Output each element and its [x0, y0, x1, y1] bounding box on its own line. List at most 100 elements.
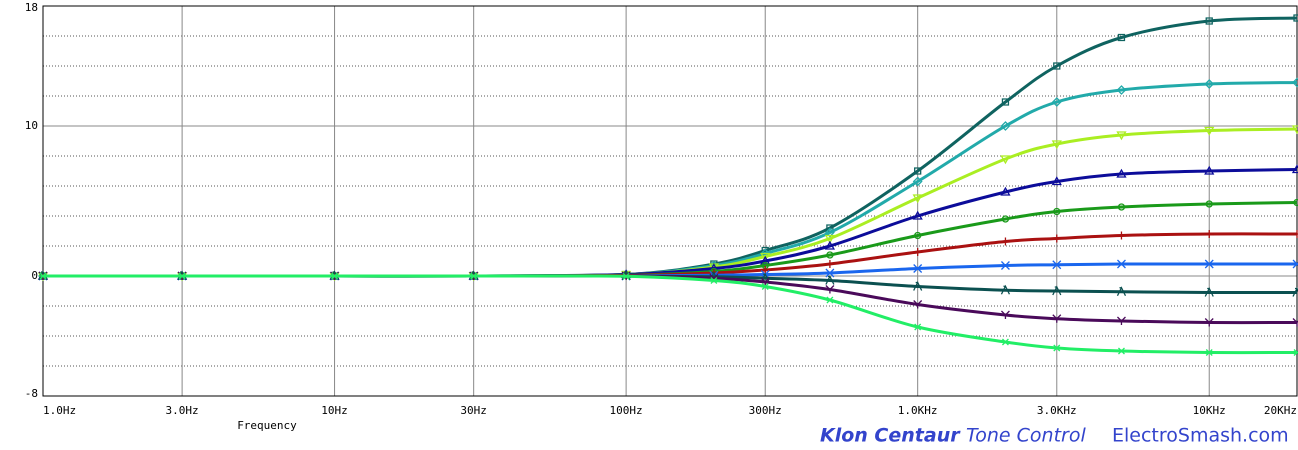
point-marker [912, 176, 923, 187]
point-marker [178, 272, 187, 280]
point-marker [1292, 77, 1298, 88]
point-marker [1292, 287, 1298, 297]
point-marker [1117, 33, 1126, 42]
point-marker [1117, 203, 1126, 211]
point-marker [39, 272, 47, 280]
point-marker [824, 227, 835, 238]
point-marker [1052, 260, 1062, 270]
x-tick-label: 1.0Hz [43, 404, 76, 417]
point-marker [1051, 140, 1062, 150]
point-marker [913, 281, 923, 291]
x-tick-label: 3.0KHz [1037, 404, 1077, 417]
point-marker [1000, 284, 1011, 295]
point-marker [761, 283, 770, 290]
point-marker [709, 277, 718, 284]
x-tick-label: 20KHz [1264, 404, 1297, 417]
point-marker [824, 240, 836, 250]
point-marker [1051, 97, 1062, 107]
point-marker [1205, 17, 1213, 25]
point-marker [1053, 207, 1061, 216]
point-marker [1204, 79, 1215, 89]
point-marker [1293, 349, 1298, 356]
point-marker [1000, 155, 1011, 165]
point-marker [1293, 230, 1298, 238]
point-marker [1205, 200, 1213, 208]
point-marker [1204, 165, 1215, 175]
y-tick-label: 18 [25, 1, 38, 14]
point-marker [1052, 285, 1062, 296]
point-marker [622, 272, 631, 280]
point-marker [1204, 126, 1215, 136]
x-tick-label: 10Hz [321, 404, 348, 417]
point-marker [1117, 231, 1126, 240]
y-tick-label: 0 [31, 269, 38, 282]
point-marker [1001, 237, 1010, 246]
point-marker [825, 268, 835, 278]
point-marker [761, 266, 770, 274]
point-marker [1117, 316, 1126, 325]
point-marker [1204, 287, 1214, 297]
point-marker [1001, 215, 1010, 223]
point-marker [913, 300, 923, 309]
point-marker [1000, 121, 1011, 131]
point-marker [469, 272, 478, 280]
point-marker [1000, 261, 1010, 270]
x-tick-label: 10KHz [1193, 404, 1226, 417]
x-tick-label: 1.0KHz [898, 404, 938, 417]
point-marker [1000, 186, 1011, 196]
point-marker [1001, 338, 1010, 346]
plot-frame [42, 5, 1298, 397]
point-marker [760, 252, 771, 262]
point-marker [913, 248, 922, 256]
point-marker [1001, 98, 1010, 106]
point-marker [1117, 347, 1126, 355]
point-marker [914, 167, 922, 175]
point-marker [1116, 131, 1127, 141]
y-tick-label: 10 [25, 119, 38, 132]
annotation: Klon Centaur [820, 425, 961, 447]
point-marker [825, 296, 834, 304]
point-marker [913, 323, 922, 331]
point-marker [1052, 234, 1061, 243]
point-marker [1052, 344, 1061, 352]
point-marker [1291, 125, 1298, 135]
point-marker [912, 210, 923, 220]
point-marker [1116, 85, 1127, 95]
point-marker [1205, 349, 1214, 356]
x-tick-label: 30Hz [460, 404, 487, 417]
x-axis-label: Frequency [237, 419, 297, 432]
x-tick-label: 300Hz [749, 404, 782, 417]
point-marker [1205, 230, 1214, 238]
point-marker [1293, 14, 1298, 22]
point-marker [1052, 314, 1062, 323]
point-marker [914, 231, 922, 240]
point-marker [330, 272, 339, 280]
x-tick-label: 3.0Hz [166, 404, 199, 417]
point-marker [826, 251, 834, 259]
point-marker [825, 260, 834, 268]
point-marker [1204, 259, 1214, 269]
point-marker [912, 194, 923, 204]
point-marker [761, 261, 769, 270]
point-marker [1292, 318, 1298, 327]
point-marker [824, 234, 836, 244]
point-marker [1292, 259, 1298, 269]
annotation: ElectroSmash.com [1112, 425, 1289, 447]
point-marker [1291, 164, 1298, 174]
point-marker [913, 264, 923, 273]
x-tick-label: 100Hz [610, 404, 643, 417]
point-marker [1053, 62, 1061, 70]
y-tick-label: -8 [25, 387, 38, 400]
point-marker [1000, 310, 1010, 319]
point-marker [1116, 286, 1127, 297]
point-marker [1051, 176, 1062, 186]
point-marker [825, 275, 835, 285]
point-marker [1204, 318, 1214, 327]
annotation: Tone Control [966, 425, 1086, 447]
point-marker [825, 285, 835, 294]
point-marker [1293, 198, 1298, 207]
point-marker [1116, 168, 1127, 178]
